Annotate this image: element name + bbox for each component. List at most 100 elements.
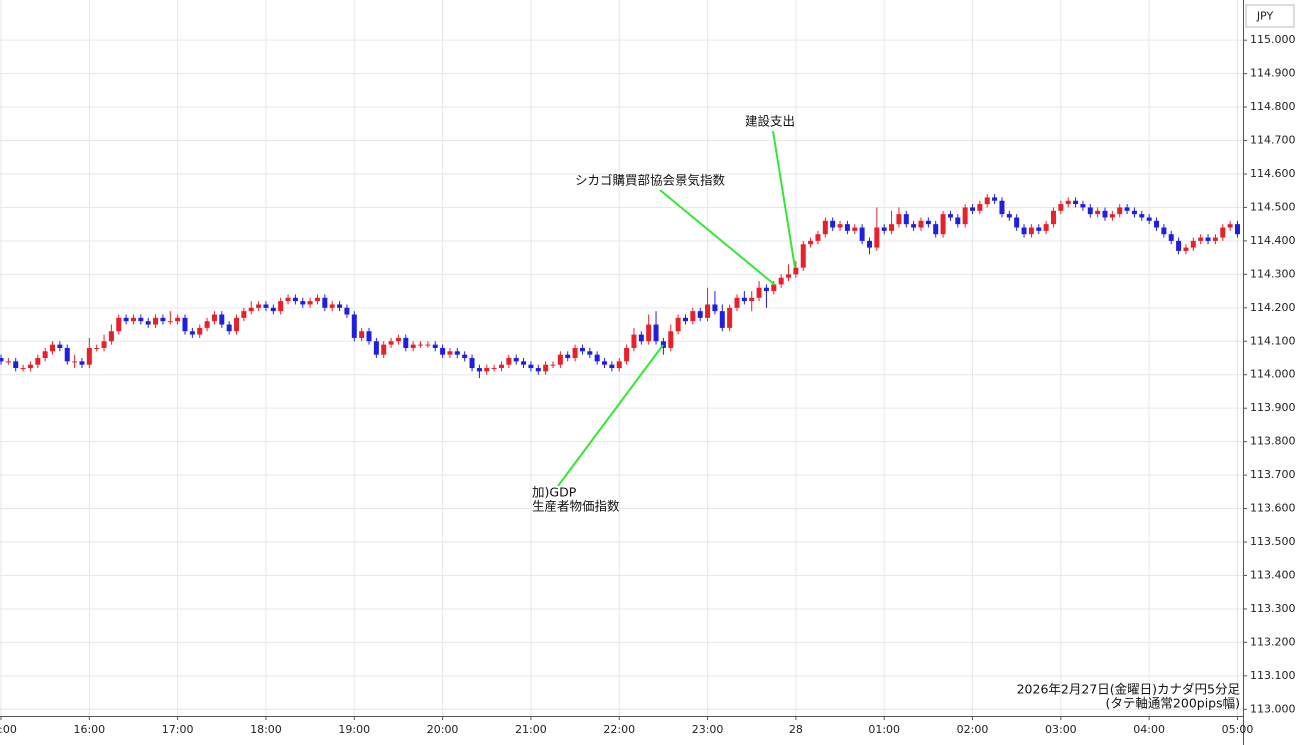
candle-body [668, 331, 674, 348]
y-tick-label: 113.200 [1250, 635, 1296, 648]
candle-body [550, 364, 556, 366]
candle-body [344, 307, 350, 315]
candle-body [447, 351, 453, 355]
annotation-text: 建設支出 [745, 114, 795, 129]
candle-body [1176, 240, 1182, 251]
candle-body [1234, 224, 1240, 235]
candle-body [911, 224, 917, 228]
candle-body [1073, 200, 1079, 205]
candle-body [359, 331, 365, 338]
candle-body [373, 341, 379, 355]
y-tick-label: 113.400 [1250, 568, 1296, 581]
candle-body [388, 341, 394, 345]
candle-body [1131, 210, 1137, 215]
candle-body [469, 358, 475, 369]
y-tick-label: 113.700 [1250, 468, 1296, 481]
candle-body [999, 200, 1005, 215]
candle-body [690, 311, 696, 322]
candle-body [182, 317, 188, 332]
candle-body [940, 214, 946, 235]
candle-body [145, 321, 151, 325]
candle-body [211, 314, 217, 322]
candle-body [50, 344, 56, 352]
candle-body [1139, 214, 1145, 218]
candle-body [42, 351, 48, 358]
candle-body [1117, 207, 1123, 215]
candle-body [1212, 237, 1218, 241]
y-tick-label: 114.600 [1250, 167, 1296, 180]
x-tick-label: 19:00 [338, 723, 370, 736]
candle-body [1102, 210, 1108, 218]
candle-body [962, 207, 968, 225]
y-tick-label: 114.700 [1250, 134, 1296, 147]
candle-body [116, 317, 122, 332]
candle-body [682, 317, 688, 322]
candle-body [800, 244, 806, 268]
x-tick-label: 05:00 [1222, 723, 1254, 736]
candle-body [0, 358, 4, 362]
y-tick-label: 114.400 [1250, 234, 1296, 247]
candle-body [1161, 227, 1167, 235]
candle-body [712, 304, 718, 312]
candle-body [1058, 204, 1064, 211]
candle-body [395, 337, 401, 342]
candle-body [638, 334, 644, 342]
x-tick-label: 28 [789, 723, 803, 736]
candle-body [955, 217, 961, 225]
candle-body [454, 351, 460, 355]
candle-body [381, 344, 387, 355]
annotation-text: 生産者物価指数 [532, 499, 620, 514]
candle-body [498, 364, 504, 369]
candle-body [1220, 227, 1226, 238]
candle-body [1095, 210, 1101, 215]
candle-body [587, 351, 593, 355]
y-tick-label: 115.000 [1250, 33, 1296, 46]
candle-body [852, 227, 858, 231]
candle-body [285, 297, 291, 302]
candle-body [1190, 240, 1196, 248]
candle-body [5, 361, 11, 363]
y-tick-label: 113.300 [1250, 602, 1296, 615]
candle-body [1021, 227, 1027, 235]
candle-body [793, 267, 799, 275]
annotation-pointer [659, 189, 776, 286]
x-tick-label: 02:00 [957, 723, 989, 736]
candle-body [602, 361, 608, 365]
candle-body [440, 347, 446, 355]
candle-body [13, 361, 19, 369]
candle-body [866, 240, 872, 248]
candle-body [462, 354, 468, 358]
candle-body [653, 324, 659, 342]
candle-body [418, 344, 424, 346]
candle-body [123, 317, 129, 322]
candle-body [903, 214, 909, 225]
y-tick-label: 114.900 [1250, 67, 1296, 80]
candle-body [513, 358, 519, 362]
candle-body [572, 347, 578, 358]
y-tick-label: 113.100 [1250, 669, 1296, 682]
candle-body [1124, 207, 1130, 211]
candle-body [947, 214, 953, 218]
candle-body [219, 314, 225, 325]
x-tick-label: 20:00 [427, 723, 459, 736]
candle-body [579, 347, 585, 352]
candle-body [432, 344, 438, 348]
candle-body [646, 324, 652, 342]
chart-note: (タテ軸通常200pips幅) [1106, 696, 1240, 711]
candle-body [933, 224, 939, 235]
candle-body [476, 368, 482, 372]
candle-body [101, 341, 107, 348]
candle-body [594, 354, 600, 362]
x-tick-label: 16:00 [73, 723, 105, 736]
candle-body [167, 321, 173, 323]
candle-body [292, 297, 298, 302]
candle-body [130, 317, 136, 322]
candle-body [1006, 214, 1012, 218]
candle-body [756, 287, 762, 298]
candle-body [808, 240, 814, 245]
y-tick-label: 113.800 [1250, 435, 1296, 448]
candle-body [79, 361, 85, 365]
candle-body [314, 297, 320, 302]
candle-body [844, 224, 850, 231]
candle-body [197, 327, 203, 335]
